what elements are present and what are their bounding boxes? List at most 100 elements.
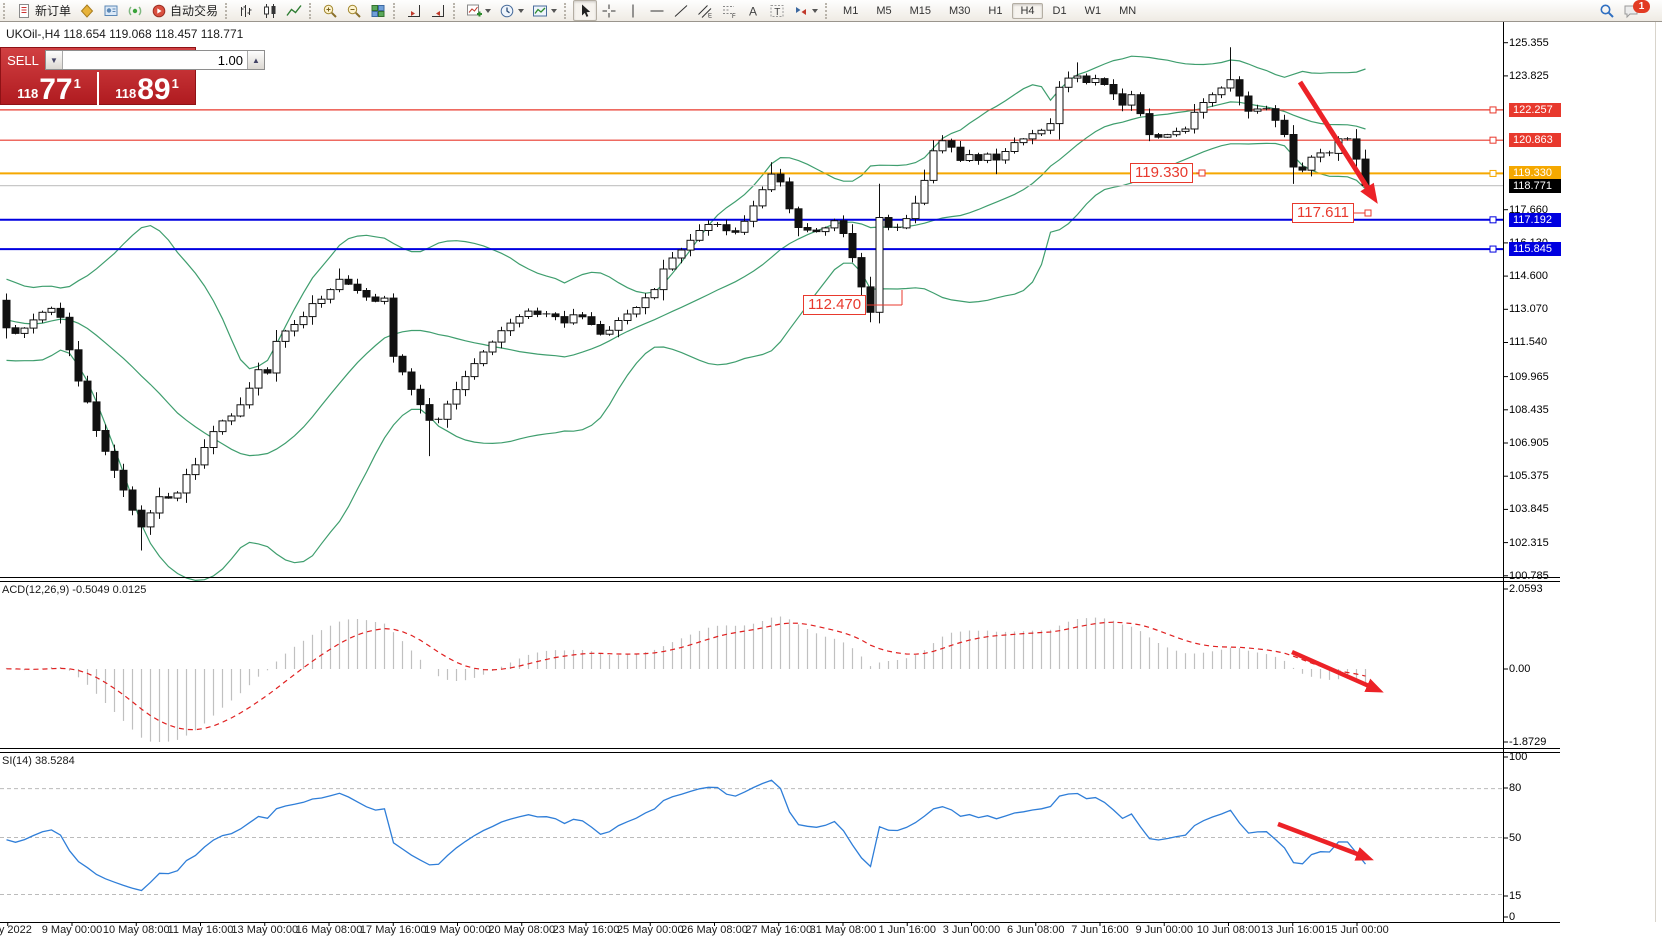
price-axis-label: 123.825 — [1509, 69, 1549, 82]
sell-button[interactable]: SELL — [7, 52, 39, 68]
time-axis-label: 26 May 08:00 — [681, 924, 748, 936]
metaquotes-button[interactable] — [75, 0, 99, 21]
volume-decrease-button[interactable]: ▼ — [46, 51, 63, 69]
price-axis-label: 108.435 — [1509, 403, 1549, 416]
price-axis-tag-120.863: 120.863 — [1509, 133, 1561, 148]
volume-input[interactable] — [63, 51, 247, 69]
svg-text:T: T — [774, 7, 780, 18]
price-axis-tag-117.192: 117.192 — [1509, 212, 1561, 227]
time-axis-label: 20 May 08:00 — [488, 924, 556, 936]
search-icon — [1600, 4, 1614, 18]
price-axis-label: 125.355 — [1509, 36, 1549, 49]
bar-chart-button[interactable] — [234, 0, 258, 21]
clock-icon — [500, 4, 514, 17]
sell-price[interactable]: 118 77 1 — [1, 72, 97, 105]
chevron-down-icon[interactable] — [485, 8, 492, 13]
time-axis-label: 9 Jun 00:00 — [1135, 924, 1194, 936]
text-label-tool-button[interactable]: T — [765, 0, 789, 21]
time-axis-label: May 2022 — [0, 924, 32, 936]
price-axis-label: 105.375 — [1509, 470, 1549, 483]
timeframe-button-MN[interactable]: MN — [1119, 4, 1137, 17]
sell-price-big-figure: 118 — [17, 86, 39, 101]
zoom-out-button[interactable] — [342, 0, 366, 21]
buy-button[interactable]: BUY — [273, 52, 301, 68]
equidistant-channel-icon: E — [698, 4, 712, 19]
time-axis-label: 10 Jun 08:00 — [1196, 924, 1261, 936]
rsi-axis-label: 50 — [1509, 832, 1522, 844]
text-tool-button[interactable]: A — [741, 0, 765, 21]
timeframe-group: M1 M5 M15 M30 H1 H4 D1 W1 MN — [834, 2, 1145, 19]
signal-button[interactable] — [123, 0, 147, 21]
time-axis-label: 13 Jun 16:00 — [1260, 924, 1325, 936]
cursor-tool-button[interactable] — [573, 0, 598, 21]
time-axis-label: 27 May 16:00 — [745, 924, 813, 936]
vertical-line-tool-button[interactable] — [621, 0, 645, 21]
timeframe-button-M5[interactable]: M5 — [876, 4, 892, 17]
tile-windows-button[interactable] — [366, 0, 390, 21]
chart-template-button[interactable] — [528, 0, 561, 21]
time-axis-label: 11 May 16:00 — [167, 924, 234, 936]
vertical-line-icon — [632, 4, 634, 17]
crosshair-tool-button[interactable] — [597, 0, 621, 21]
price-callout-112.470[interactable]: 112.470 — [803, 295, 867, 315]
price-axis-label: 106.905 — [1509, 437, 1549, 450]
bar-chart-icon — [241, 4, 252, 17]
toolbar-grip — [3, 2, 9, 19]
candlestick-button[interactable] — [258, 0, 282, 21]
signal-icon — [128, 6, 142, 15]
arrows-icon — [796, 6, 807, 15]
timeframe-button-H1[interactable]: H1 — [988, 4, 1003, 17]
price-callout-119.330[interactable]: 119.330 — [1130, 163, 1194, 183]
timeframe-button-H4[interactable]: H4 — [1012, 2, 1043, 19]
periodicity-button[interactable] — [495, 0, 528, 21]
autotrading-button[interactable]: 自动交易 — [147, 0, 222, 21]
horizontal-line-tool-button[interactable] — [645, 0, 669, 21]
timeframe-button-M30[interactable]: M30 — [949, 4, 971, 17]
add-indicator-button[interactable] — [462, 0, 495, 21]
new-order-button[interactable]: 新订单 — [12, 0, 75, 21]
rsi-axis-label: 80 — [1509, 782, 1522, 794]
timeframe-button-M1[interactable]: M1 — [843, 4, 859, 17]
volume-increase-button[interactable]: ▲ — [247, 51, 264, 69]
time-axis-label: 6 Jun 08:00 — [1007, 924, 1065, 936]
chevron-down-icon[interactable] — [812, 8, 819, 13]
toolbar-grip — [225, 2, 231, 19]
text-label-icon: T — [770, 4, 784, 18]
chart-shift-button[interactable] — [426, 0, 450, 21]
svg-text:F: F — [732, 14, 736, 19]
chevron-down-icon[interactable] — [518, 8, 525, 13]
timeframe-button-M15[interactable]: M15 — [909, 4, 931, 17]
price-callout-117.611[interactable]: 117.611 — [1292, 203, 1354, 223]
price-axis-label: 103.845 — [1509, 503, 1549, 516]
tile-windows-icon — [371, 4, 385, 17]
fibonacci-tool-button[interactable]: F — [717, 0, 741, 21]
line-chart-button[interactable] — [282, 0, 306, 21]
timeframe-button-W1[interactable]: W1 — [1084, 4, 1102, 17]
trendline-tool-button[interactable] — [669, 0, 693, 21]
metaeditor-button[interactable] — [99, 0, 123, 21]
notifications-button[interactable]: 1 — [1619, 0, 1654, 21]
new-order-label: 新订单 — [35, 4, 72, 18]
time-axis-label: 17 May 16:00 — [359, 924, 427, 936]
toolbar-grip — [453, 2, 459, 19]
buy-price[interactable]: 118 89 1 — [99, 72, 195, 105]
sell-price-pips: 77 — [39, 73, 73, 106]
toolbar-grip — [825, 2, 831, 19]
price-axis-label: 109.965 — [1509, 370, 1549, 383]
macd-axis-label: -1.8729 — [1509, 736, 1547, 748]
time-axis-label: 9 May 00:00 — [41, 924, 103, 936]
add-indicator-icon — [467, 4, 483, 16]
channel-tool-button[interactable]: E — [693, 0, 717, 21]
symbol-ohlc-label: UKOil-,H4 118.654 119.068 118.457 118.77… — [6, 27, 244, 41]
arrows-tool-button[interactable] — [789, 0, 822, 21]
crosshair-icon — [602, 4, 616, 17]
auto-scroll-button[interactable] — [402, 0, 426, 21]
volume-stepper: ▼ ▲ — [45, 50, 265, 70]
candlestick-icon — [264, 3, 276, 18]
search-button[interactable] — [1595, 0, 1619, 21]
timeframe-button-D1[interactable]: D1 — [1052, 4, 1067, 17]
chevron-down-icon[interactable] — [551, 8, 558, 13]
zoom-in-button[interactable] — [318, 0, 342, 21]
autotrading-icon — [152, 4, 166, 17]
